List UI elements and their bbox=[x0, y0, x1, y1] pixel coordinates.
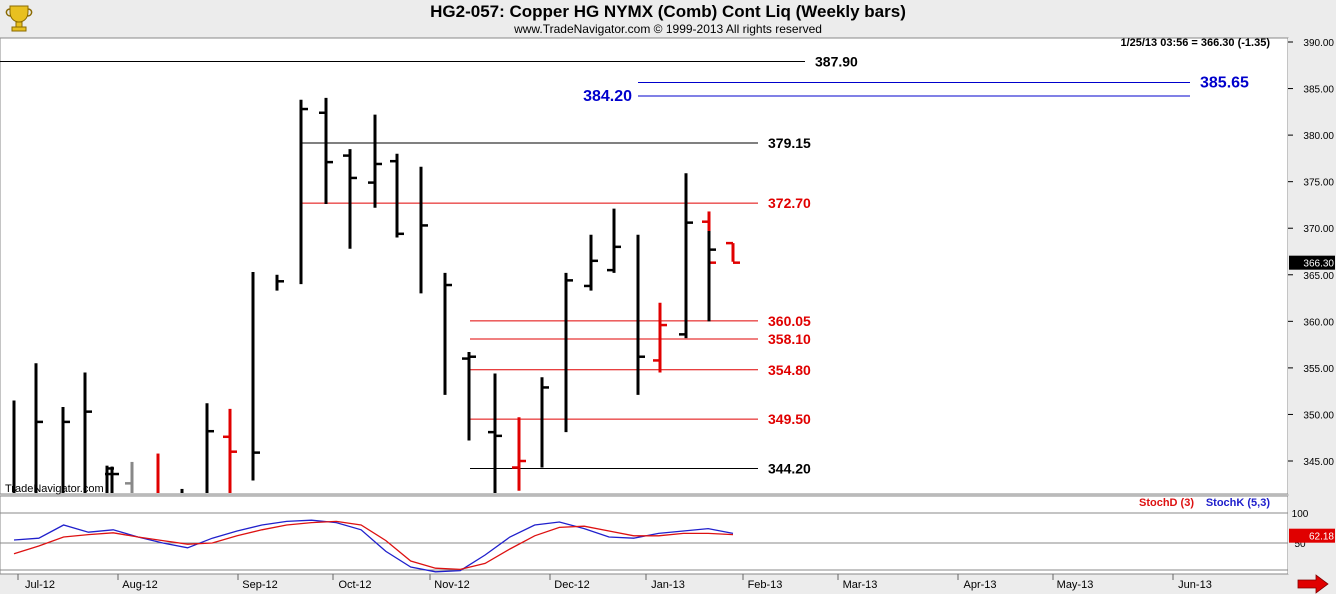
trophy-cup-icon bbox=[5, 5, 33, 32]
stoch-last-label: 62.18 bbox=[1309, 532, 1334, 543]
watermark-text: TradeNavigator.com bbox=[5, 483, 104, 495]
level-label: 379.15 bbox=[768, 135, 811, 151]
x-tick-label: Apr-13 bbox=[963, 579, 996, 591]
price-tick-label: 360.00 bbox=[1303, 317, 1334, 328]
x-tick-label: May-13 bbox=[1057, 579, 1094, 591]
chart-header: HG2-057: Copper HG NYMX (Comb) Cont Liq … bbox=[0, 0, 1336, 38]
level-lines: 387.90 385.65 384.20 379.15 372.70 360.05 358.… bbox=[0, 54, 1249, 476]
x-tick-label: Mar-13 bbox=[843, 579, 878, 591]
price-tick-label: 385.00 bbox=[1303, 85, 1334, 96]
price-panel bbox=[0, 37, 1289, 495]
level-label: 385.65 bbox=[1200, 75, 1249, 92]
price-tick-label: 350.00 bbox=[1303, 410, 1334, 421]
level-label: 349.50 bbox=[768, 411, 811, 427]
x-tick-label: Jul-12 bbox=[25, 579, 55, 591]
stoch-last-badge bbox=[1289, 528, 1335, 543]
stochastic-lines bbox=[13, 519, 734, 573]
x-tick-label: Jan-13 bbox=[651, 579, 685, 591]
stochastic-panel bbox=[0, 495, 1289, 575]
stochd-line bbox=[13, 520, 734, 571]
level-label: 384.20 bbox=[583, 88, 632, 105]
copyright-subtitle: www.TradeNavigator.com © 1999-2013 All r… bbox=[514, 22, 822, 36]
stoch-tick-label: 50 bbox=[1294, 539, 1306, 550]
price-tick-label: 355.00 bbox=[1303, 364, 1334, 375]
level-label: 344.20 bbox=[768, 460, 811, 476]
last-price-badge bbox=[1289, 255, 1335, 270]
level-label: 360.05 bbox=[768, 313, 811, 329]
level-label: 387.90 bbox=[815, 54, 858, 70]
x-tick-label: Oct-12 bbox=[338, 579, 371, 591]
scroll-right-arrow-icon[interactable] bbox=[1297, 574, 1329, 594]
price-tick-label: 375.00 bbox=[1303, 178, 1334, 189]
price-tick-label: 390.00 bbox=[1303, 38, 1334, 49]
last-price-label: 366.30 bbox=[1303, 259, 1334, 270]
x-axis: Jul-12 Aug-12 Sep-12 Oct-12 Nov-12 Dec-12 Jan-… bbox=[17, 574, 1212, 591]
legend-stochd: StochD (3) bbox=[1139, 497, 1194, 509]
x-tick-label: Feb-13 bbox=[748, 579, 783, 591]
level-label: 358.10 bbox=[768, 331, 811, 347]
price-tick-label: 365.00 bbox=[1303, 271, 1334, 282]
x-tick-label: Jun-13 bbox=[1178, 579, 1212, 591]
x-tick-label: Dec-12 bbox=[554, 579, 589, 591]
level-label: 354.80 bbox=[768, 362, 811, 378]
price-bars bbox=[12, 97, 740, 493]
price-tick-label: 370.00 bbox=[1303, 224, 1334, 235]
price-tick-label: 380.00 bbox=[1303, 131, 1334, 142]
x-tick-label: Nov-12 bbox=[434, 579, 469, 591]
price-tick-label: 345.00 bbox=[1303, 457, 1334, 468]
x-tick-label: Aug-12 bbox=[122, 579, 157, 591]
x-tick-label: Sep-12 bbox=[242, 579, 277, 591]
level-label: 372.70 bbox=[768, 195, 811, 211]
last-quote-label: 1/25/13 03:56 = 366.30 (-1.35) bbox=[1120, 37, 1270, 49]
legend-stochk: StochK (5,3) bbox=[1206, 497, 1271, 509]
price-y-axis: 390.00 385.00 380.00 375.00 370.00 365.00 360.… bbox=[1288, 38, 1335, 468]
chart-title: HG2-057: Copper HG NYMX (Comb) Cont Liq … bbox=[430, 2, 906, 21]
stoch-tick-label: 100 bbox=[1292, 509, 1309, 520]
